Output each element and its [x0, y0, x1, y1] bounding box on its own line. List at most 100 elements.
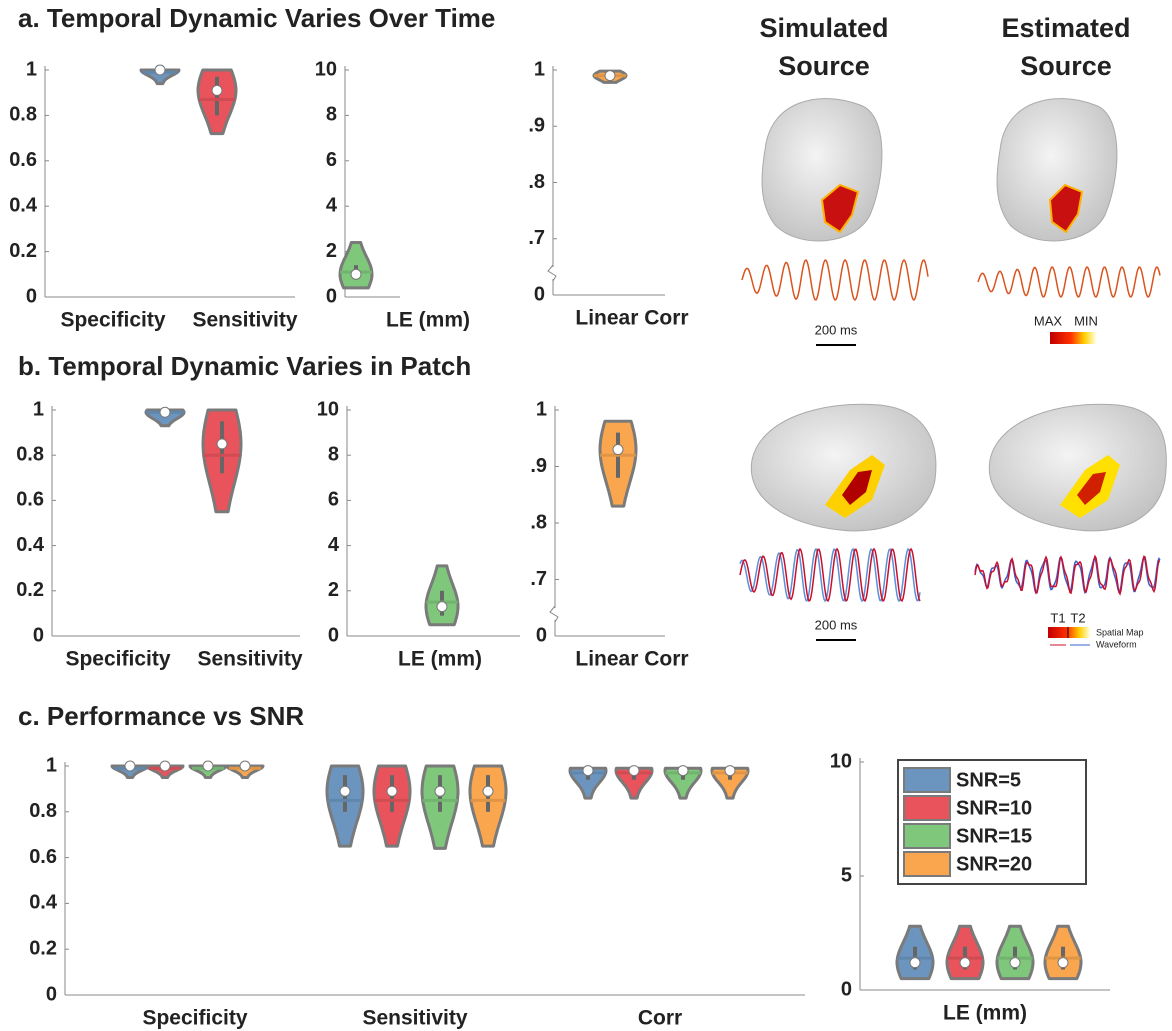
mean-dot — [434, 785, 446, 797]
y-tick-label: 5 — [841, 864, 852, 886]
x-tick-label: Specificity — [142, 1007, 247, 1030]
violin — [338, 241, 374, 290]
mean-dot — [211, 84, 223, 96]
mean-dot — [612, 444, 624, 456]
x-tick-label: Corr — [638, 1007, 682, 1030]
mean-dot — [1009, 957, 1021, 969]
y-tick-label: 2 — [328, 579, 339, 601]
y-tick-label: 0.6 — [9, 149, 37, 171]
y-tick-label: .8 — [528, 171, 545, 193]
y-tick-label: 0.8 — [9, 104, 37, 126]
scale-bar-label: 200 ms — [815, 322, 858, 337]
mean-dot — [239, 760, 251, 772]
mean-dot — [724, 765, 736, 777]
mean-dot — [482, 785, 494, 797]
legend-swatch — [903, 851, 951, 877]
y-tick-label: .8 — [530, 511, 547, 533]
brain-image — [750, 403, 937, 532]
mean-dot — [159, 406, 171, 418]
scale-bar-label: 200 ms — [815, 617, 858, 632]
legend-swatch — [903, 767, 951, 793]
y-tick-label: 0.2 — [9, 240, 37, 262]
violin — [144, 408, 186, 428]
y-tick-label: 0 — [46, 983, 57, 1005]
panel-title: a. Temporal Dynamic Varies Over Time — [18, 3, 495, 33]
x-tick-label: Sensitivity — [197, 648, 302, 671]
y-tick-label: 0 — [26, 285, 37, 307]
y-tick-label: 10 — [315, 58, 337, 80]
y-tick-label: .7 — [528, 227, 545, 249]
y-tick-label: 6 — [328, 489, 339, 511]
axis-break — [549, 605, 559, 623]
mean-dot — [909, 957, 921, 969]
mean-dot — [216, 438, 228, 450]
panel-title: c. Performance vs SNR — [18, 701, 304, 731]
legend-label: SNR=20 — [956, 853, 1032, 875]
legend-label: SNR=10 — [956, 797, 1032, 819]
panel-title: b. Temporal Dynamic Varies in Patch — [18, 351, 471, 381]
y-tick-label: .9 — [530, 455, 547, 477]
y-tick-label: 0.2 — [16, 579, 44, 601]
x-tick-label: Specificity — [60, 309, 165, 332]
y-tick-label: 0 — [326, 285, 337, 307]
column-title: Source — [778, 51, 870, 81]
legend-label: Waveform — [1096, 639, 1137, 649]
y-tick-label: .9 — [528, 115, 545, 137]
violin — [663, 766, 703, 800]
mean-dot — [386, 785, 398, 797]
mean-dot — [582, 765, 594, 777]
y-tick-label: 0.8 — [29, 800, 57, 822]
mean-dot — [1057, 957, 1069, 969]
y-tick-label: 1 — [536, 398, 547, 420]
colorbar-label: MIN — [1074, 313, 1098, 328]
mean-dot — [159, 760, 171, 772]
y-tick-label: 8 — [326, 104, 337, 126]
y-tick-label: 6 — [326, 149, 337, 171]
waveform — [739, 547, 921, 603]
y-tick-label: 0 — [841, 978, 852, 1000]
colorbar-label: MAX — [1034, 313, 1063, 328]
y-tick-label: 4 — [326, 194, 338, 216]
column-title: Estimated — [1001, 13, 1130, 43]
y-tick-label: 0.8 — [16, 443, 44, 465]
x-tick-label: Sensitivity — [192, 309, 297, 332]
violin — [568, 766, 608, 800]
y-tick-label: 0 — [536, 624, 547, 646]
mean-dot — [959, 957, 971, 969]
y-tick-label: 0 — [33, 624, 44, 646]
x-tick-label: Linear Corr — [575, 648, 688, 671]
legend-swatch — [903, 823, 951, 849]
axis-break — [549, 608, 561, 620]
x-tick-label: LE (mm) — [943, 1002, 1027, 1025]
y-tick-label: 10 — [317, 398, 339, 420]
y-tick-label: 0.6 — [16, 489, 44, 511]
y-tick-label: 8 — [328, 443, 339, 465]
y-tick-label: 0.2 — [29, 937, 57, 959]
x-tick-label: Linear Corr — [575, 307, 688, 330]
mean-dot — [604, 70, 616, 82]
y-tick-label: 1 — [26, 58, 37, 80]
mean-dot — [124, 760, 136, 772]
y-tick-label: 10 — [830, 750, 852, 772]
y-tick-label: 0.6 — [29, 846, 57, 868]
y-tick-label: 4 — [328, 534, 340, 556]
legend-label: Spatial Map — [1096, 627, 1144, 637]
legend-swatch — [903, 795, 951, 821]
brain-image — [996, 98, 1118, 242]
y-tick-label: 1 — [33, 398, 44, 420]
y-tick-label: 0 — [534, 283, 545, 305]
legend-label: SNR=15 — [956, 825, 1032, 847]
mean-dot — [339, 785, 351, 797]
mean-dot — [202, 760, 214, 772]
waveform — [739, 547, 921, 603]
waveform — [974, 555, 1161, 595]
colorbar-label: T2 — [1070, 610, 1085, 625]
mean-dot — [677, 765, 689, 777]
y-tick-label: 1 — [534, 58, 545, 80]
column-title: Source — [1020, 51, 1112, 81]
mean-dot — [350, 268, 362, 280]
mean-dot — [154, 64, 166, 76]
x-tick-label: LE (mm) — [386, 309, 470, 332]
mean-dot — [436, 601, 448, 613]
